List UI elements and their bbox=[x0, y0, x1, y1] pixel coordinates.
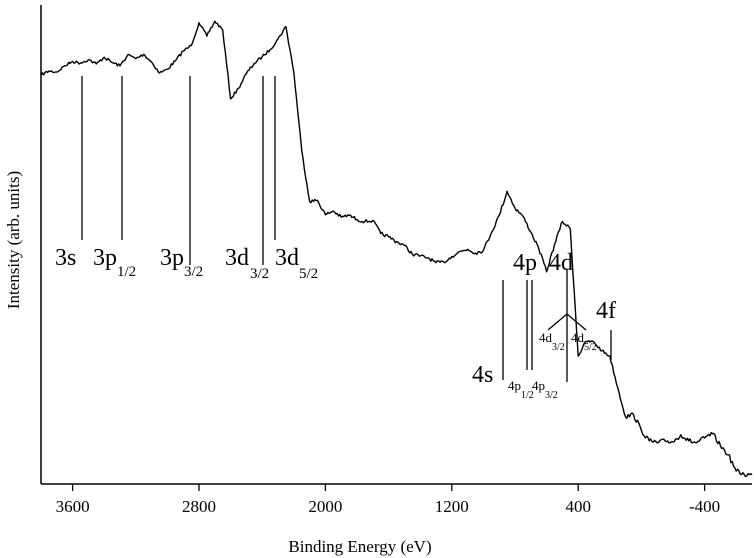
label-4d-5-2: 4d5/2 bbox=[571, 330, 597, 353]
label-4f: 4f bbox=[596, 298, 616, 324]
y-axis-title: Intensity (arb. units) bbox=[4, 171, 23, 309]
x-tick-label: 2000 bbox=[308, 497, 342, 516]
axes bbox=[40, 5, 752, 485]
label-4p: 4p bbox=[513, 250, 537, 276]
label-4p-1-2: 4p1/2 bbox=[508, 378, 534, 401]
x-tick-label: 400 bbox=[565, 497, 591, 516]
spectrum-line bbox=[40, 20, 753, 477]
label-3d-3-2-main: 3d bbox=[225, 245, 249, 271]
label-3d-5-2-sub: 5/2 bbox=[299, 266, 318, 282]
label-4d-3-2: 4d3/2 bbox=[539, 330, 565, 353]
label-3s: 3s bbox=[55, 245, 76, 271]
x-tick-label: -400 bbox=[689, 497, 720, 516]
level-labels: 3s 3p1/2 3p3/2 3d 3/2 3d 5/2 4s 4p 4p1/2… bbox=[55, 245, 616, 401]
label-3d-3-2-sub: 3/2 bbox=[250, 266, 269, 282]
x-tick-label: 3600 bbox=[56, 497, 90, 516]
label-4d: 4d bbox=[549, 250, 573, 276]
x-ticks: 3600 2800 2000 1200 400 -400 bbox=[56, 484, 720, 516]
x-tick-label: 2800 bbox=[182, 497, 216, 516]
marker-4d-split-left bbox=[547, 313, 568, 331]
label-3d-5-2-main: 3d bbox=[275, 245, 299, 271]
x-axis-title: Binding Energy (eV) bbox=[288, 537, 431, 556]
marker-4d-split-right bbox=[566, 313, 587, 331]
label-3p-3-2: 3p3/2 bbox=[160, 245, 203, 280]
label-4s: 4s bbox=[472, 362, 493, 388]
x-tick-label: 1200 bbox=[435, 497, 469, 516]
level-markers bbox=[81, 76, 612, 382]
label-4p-3-2: 4p3/2 bbox=[532, 378, 558, 401]
label-3p-1-2: 3p1/2 bbox=[93, 245, 136, 280]
